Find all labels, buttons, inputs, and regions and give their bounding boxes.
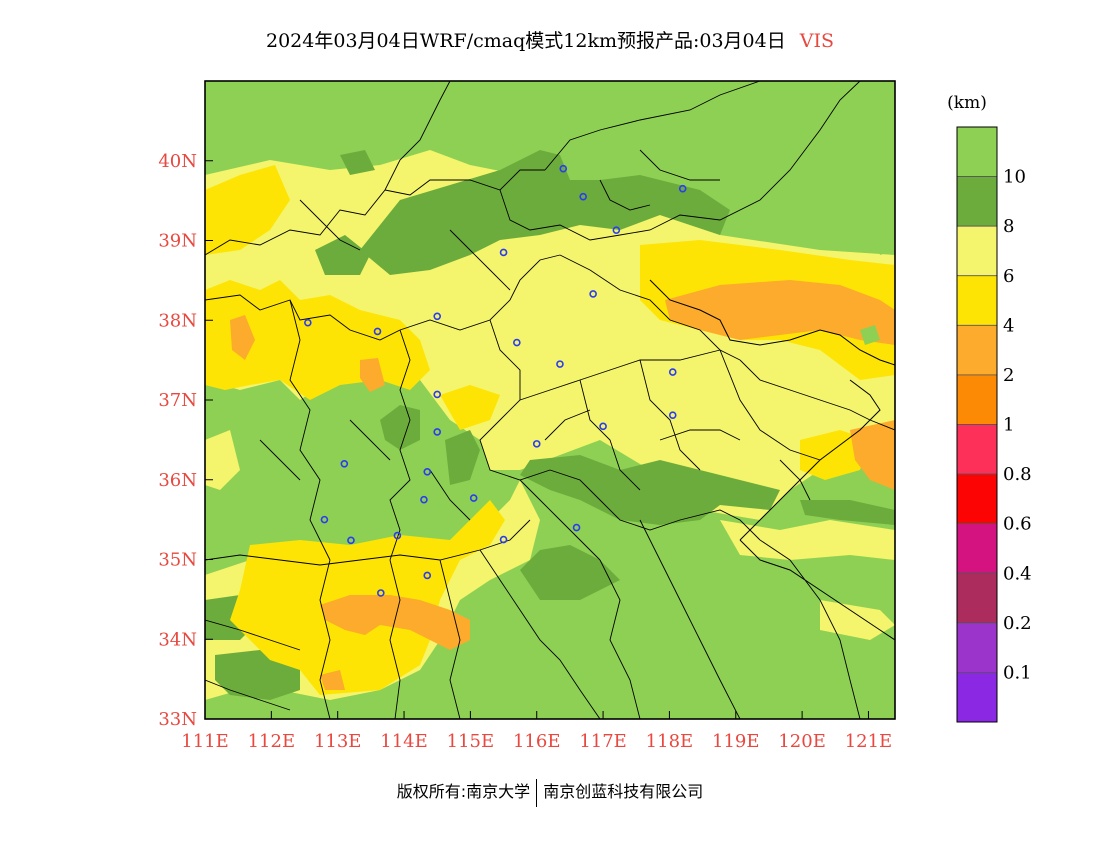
legend-unit: (km) bbox=[947, 93, 987, 113]
station-marker bbox=[589, 290, 597, 298]
lon-tick-label: 115E bbox=[447, 731, 495, 752]
lat-tick-label: 35N bbox=[158, 550, 197, 571]
legend-swatch bbox=[956, 225, 998, 277]
legend-swatch bbox=[956, 176, 998, 227]
legend-swatch bbox=[956, 126, 998, 177]
legend-frame bbox=[956, 126, 998, 723]
legend-swatch bbox=[956, 275, 998, 326]
lon-tick-label: 111E bbox=[181, 731, 229, 752]
chart-title: 2024年03月04日WRF/cmaq模式12km预报产品:03月04日 VIS bbox=[0, 26, 1100, 53]
map-axes: 111E 112E 113E 114E 115E 116E 117E 118E 119E 120E… bbox=[158, 151, 892, 752]
coastline bbox=[649, 279, 895, 641]
station-marker bbox=[499, 535, 508, 544]
footer-right: 南京创蓝科技有限公司 bbox=[543, 782, 704, 801]
station-marker bbox=[579, 192, 587, 201]
colorbar-legend: (km) 10 8 6 4 2 1 0.8 0.6 0.4 0.2 0.1 bbox=[947, 93, 1032, 723]
lat-tick-label: 36N bbox=[158, 470, 197, 491]
legend-label: 1 bbox=[1003, 415, 1014, 436]
lat-tick-label: 34N bbox=[158, 629, 197, 650]
station-marker bbox=[423, 571, 432, 580]
title-main: 2024年03月04日WRF/cmaq模式12km预报产品:03月04日 bbox=[266, 30, 786, 52]
lon-tick-label: 114E bbox=[380, 731, 428, 752]
station-marker bbox=[304, 318, 312, 327]
copyright-footer: 版权所有:南京大学 南京创蓝科技有限公司 bbox=[0, 778, 1100, 807]
station-marker bbox=[499, 248, 508, 257]
legend-label: 2 bbox=[1003, 365, 1014, 386]
title-variable: VIS bbox=[799, 30, 834, 52]
station-marker bbox=[668, 368, 677, 376]
legend-label: 0.6 bbox=[1003, 514, 1032, 535]
lon-tick-label: 119E bbox=[712, 731, 760, 752]
legend-swatch bbox=[956, 622, 998, 673]
legend-swatch bbox=[956, 374, 998, 425]
legend-label: 0.2 bbox=[1003, 613, 1032, 634]
station-marker bbox=[513, 338, 521, 347]
station-marker bbox=[559, 164, 568, 173]
legend-label: 0.8 bbox=[1003, 464, 1032, 485]
lat-tick-label: 39N bbox=[158, 231, 197, 252]
lat-tick-label: 38N bbox=[158, 310, 197, 331]
station-marker bbox=[433, 390, 442, 399]
admin-boundaries bbox=[205, 81, 895, 719]
footer-separator bbox=[536, 778, 538, 807]
map-plot-area bbox=[205, 81, 895, 719]
station-marker bbox=[377, 589, 385, 597]
legend-swatch bbox=[956, 672, 998, 723]
lat-tick-label: 37N bbox=[158, 390, 197, 411]
station-marker bbox=[373, 327, 382, 336]
legend-label: 10 bbox=[1003, 167, 1026, 188]
lon-tick-label: 120E bbox=[778, 731, 826, 752]
station-marker bbox=[433, 428, 442, 436]
legend-swatch bbox=[956, 324, 998, 376]
city-stations bbox=[304, 164, 687, 597]
lon-tick-label: 118E bbox=[646, 731, 694, 752]
lat-tick-label: 33N bbox=[158, 709, 197, 730]
lat-tick-label: 40N bbox=[158, 151, 197, 172]
station-marker bbox=[320, 515, 329, 524]
lon-tick-label: 112E bbox=[248, 731, 296, 752]
lon-tick-label: 116E bbox=[513, 731, 561, 752]
station-marker bbox=[433, 312, 442, 321]
water-bodies bbox=[860, 235, 895, 345]
legend-label: 8 bbox=[1003, 216, 1014, 237]
footer-left: 版权所有:南京大学 bbox=[396, 782, 531, 801]
station-marker bbox=[423, 467, 432, 476]
station-marker bbox=[347, 536, 355, 545]
legend-swatch bbox=[956, 424, 998, 475]
station-marker bbox=[340, 459, 349, 468]
lon-tick-label: 113E bbox=[314, 731, 362, 752]
legend-swatch bbox=[956, 473, 998, 525]
station-marker bbox=[678, 184, 687, 193]
station-marker bbox=[599, 422, 607, 431]
station-marker bbox=[469, 494, 478, 502]
legend-label: 0.1 bbox=[1003, 662, 1032, 683]
station-marker bbox=[556, 360, 564, 368]
station-marker bbox=[612, 226, 621, 234]
lon-tick-label: 121E bbox=[845, 731, 893, 752]
legend-label: 0.4 bbox=[1003, 563, 1032, 584]
vis-band-2km bbox=[230, 280, 895, 690]
station-marker bbox=[668, 411, 677, 419]
station-marker bbox=[393, 531, 402, 540]
legend-swatch bbox=[956, 572, 998, 624]
station-marker bbox=[532, 440, 541, 448]
station-marker bbox=[420, 495, 428, 504]
legend-label: 6 bbox=[1003, 266, 1014, 287]
legend-swatch bbox=[956, 523, 998, 574]
legend-label: 4 bbox=[1003, 315, 1014, 336]
lon-tick-label: 117E bbox=[579, 731, 627, 752]
station-marker bbox=[572, 523, 581, 532]
